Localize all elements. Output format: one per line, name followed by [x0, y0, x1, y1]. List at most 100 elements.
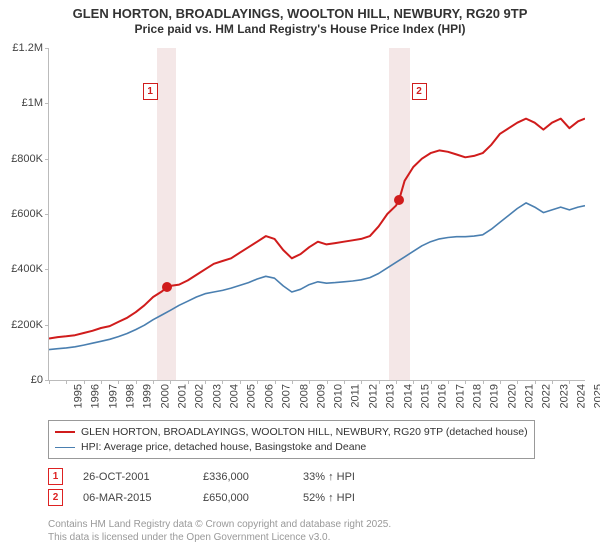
sale-marker-ref: 2 — [48, 489, 63, 506]
x-axis-tick — [118, 380, 119, 384]
sale-price: £336,000 — [203, 471, 283, 483]
chart-lines — [49, 48, 585, 380]
x-axis-tick — [205, 380, 206, 384]
sales-table: 1 26-OCT-2001 £336,000 33% ↑ HPI 2 06-MAR-201… — [48, 468, 355, 510]
legend-row: GLEN HORTON, BROADLAYINGS, WOOLTON HILL,… — [55, 425, 528, 440]
y-axis-tick-label: £600K — [11, 208, 43, 220]
x-axis-tick — [188, 380, 189, 384]
sale-date: 06-MAR-2015 — [83, 492, 183, 504]
sale-price: £650,000 — [203, 492, 283, 504]
x-axis-tick-label: 2001 — [177, 384, 189, 408]
sale-delta: 52% ↑ HPI — [303, 492, 355, 504]
x-axis-tick-label: 2003 — [211, 384, 223, 408]
x-axis-tick — [413, 380, 414, 384]
x-axis-tick — [84, 380, 85, 384]
sale-row: 2 06-MAR-2015 £650,000 52% ↑ HPI — [48, 489, 355, 506]
legend-label: GLEN HORTON, BROADLAYINGS, WOOLTON HILL,… — [81, 425, 528, 440]
x-axis-tick-label: 2009 — [315, 384, 327, 408]
x-axis-tick-label: 2011 — [349, 384, 361, 408]
y-axis-tick-label: £1.2M — [12, 42, 43, 54]
x-axis-tick-label: 2008 — [298, 384, 310, 408]
x-axis-tick — [240, 380, 241, 384]
x-axis-tick-label: 2010 — [333, 384, 345, 408]
x-axis-tick-label: 2024 — [576, 384, 588, 408]
x-axis-tick — [431, 380, 432, 384]
x-axis-tick-label: 2019 — [489, 384, 501, 408]
title-line-1: GLEN HORTON, BROADLAYINGS, WOOLTON HILL,… — [0, 6, 600, 22]
sale-row: 1 26-OCT-2001 £336,000 33% ↑ HPI — [48, 468, 355, 485]
x-axis-tick-label: 2006 — [263, 384, 275, 408]
x-axis-tick-label: 2012 — [367, 384, 379, 408]
credits-line-2: This data is licensed under the Open Gov… — [48, 531, 391, 544]
x-axis-tick-label: 1999 — [142, 384, 154, 408]
y-axis-tick-label: £200K — [11, 319, 43, 331]
x-axis-tick-label: 2023 — [558, 384, 570, 408]
x-axis-tick — [448, 380, 449, 384]
x-axis-tick-label: 2017 — [454, 384, 466, 408]
x-axis-tick-label: 1998 — [125, 384, 137, 408]
x-axis-tick-label: 2020 — [506, 384, 518, 408]
sale-marker-label: 1 — [143, 83, 158, 100]
legend-swatch — [55, 447, 75, 448]
x-axis-tick-label: 2018 — [471, 384, 483, 408]
credits: Contains HM Land Registry data © Crown c… — [48, 518, 391, 544]
x-axis-tick-label: 2013 — [385, 384, 397, 408]
x-axis-tick — [309, 380, 310, 384]
x-axis-tick-label: 1995 — [72, 384, 84, 408]
x-axis-tick-label: 2000 — [159, 384, 171, 408]
x-axis-tick-label: 1996 — [90, 384, 102, 408]
sale-marker-label: 2 — [412, 83, 427, 100]
x-axis-tick-label: 2022 — [541, 384, 553, 408]
x-axis-tick — [517, 380, 518, 384]
x-axis-tick-label: 2005 — [246, 384, 258, 408]
sale-marker-dot — [162, 282, 172, 292]
sale-date: 26-OCT-2001 — [83, 471, 183, 483]
legend-row: HPI: Average price, detached house, Basi… — [55, 440, 528, 455]
x-axis-tick-label: 2025 — [593, 384, 600, 408]
chart-plot-area: £0£200K£400K£600K£800K£1M£1.2M1995199619… — [48, 48, 585, 381]
x-axis-tick — [66, 380, 67, 384]
y-axis-tick-label: £0 — [31, 374, 43, 386]
x-axis-tick-label: 2004 — [229, 384, 241, 408]
x-axis-tick-label: 2007 — [281, 384, 293, 408]
x-axis-tick — [136, 380, 137, 384]
series-price_paid — [49, 119, 585, 339]
x-axis-tick — [275, 380, 276, 384]
sale-marker-ref: 1 — [48, 468, 63, 485]
legend-label: HPI: Average price, detached house, Basi… — [81, 440, 366, 455]
sale-marker-dot — [394, 195, 404, 205]
x-axis-tick-label: 2015 — [419, 384, 431, 408]
credits-line-1: Contains HM Land Registry data © Crown c… — [48, 518, 391, 531]
x-axis-tick — [101, 380, 102, 384]
x-axis-tick — [396, 380, 397, 384]
x-axis-tick — [483, 380, 484, 384]
y-axis-tick-label: £1M — [22, 97, 43, 109]
x-axis-tick — [552, 380, 553, 384]
title-line-2: Price paid vs. HM Land Registry's House … — [0, 22, 600, 37]
y-axis-tick-label: £400K — [11, 263, 43, 275]
x-axis-tick — [153, 380, 154, 384]
x-axis-tick — [327, 380, 328, 384]
chart-legend: GLEN HORTON, BROADLAYINGS, WOOLTON HILL,… — [48, 420, 535, 459]
x-axis-tick — [257, 380, 258, 384]
x-axis-tick — [170, 380, 171, 384]
x-axis-tick — [49, 380, 50, 384]
legend-swatch — [55, 431, 75, 433]
sale-delta: 33% ↑ HPI — [303, 471, 355, 483]
chart-title: GLEN HORTON, BROADLAYINGS, WOOLTON HILL,… — [0, 0, 600, 37]
x-axis-tick — [361, 380, 362, 384]
x-axis-tick — [344, 380, 345, 384]
x-axis-tick-label: 2014 — [402, 384, 414, 408]
x-axis-tick — [379, 380, 380, 384]
x-axis-tick-label: 2002 — [194, 384, 206, 408]
series-hpi — [49, 203, 585, 350]
x-axis-tick — [222, 380, 223, 384]
x-axis-tick — [465, 380, 466, 384]
x-axis-tick-label: 1997 — [107, 384, 119, 408]
x-axis-tick-label: 2016 — [437, 384, 449, 408]
x-axis-tick — [569, 380, 570, 384]
x-axis-tick — [500, 380, 501, 384]
y-axis-tick-label: £800K — [11, 153, 43, 165]
x-axis-tick — [292, 380, 293, 384]
x-axis-tick — [535, 380, 536, 384]
